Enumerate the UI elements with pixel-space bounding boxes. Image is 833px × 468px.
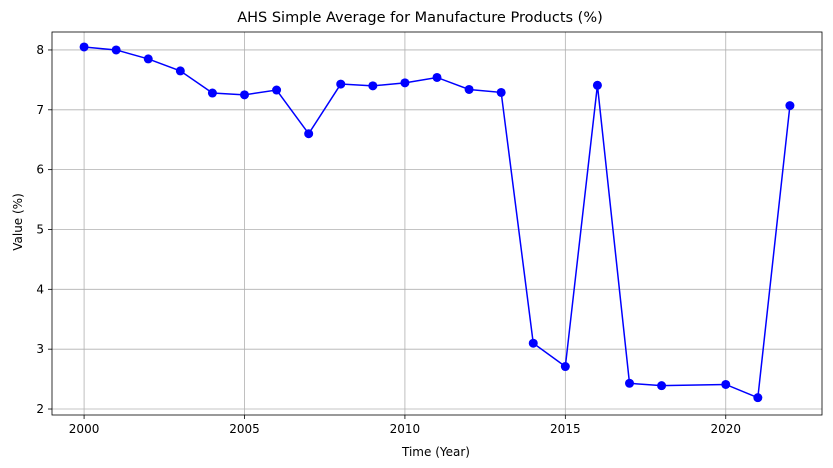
data-point (528, 338, 538, 348)
y-tick-label: 6 (36, 163, 44, 177)
y-axis: 2 3 4 5 6 7 8 (36, 43, 52, 416)
data-point (625, 378, 634, 388)
data-point (240, 90, 249, 100)
data-point (432, 72, 442, 82)
x-tick-label: 2015 (550, 422, 581, 436)
grid (52, 32, 822, 415)
data-point (657, 381, 667, 391)
data-point (175, 66, 185, 76)
y-axis-label: Value (%) (11, 193, 25, 251)
data-point (560, 362, 570, 372)
x-tick-label: 2005 (229, 422, 260, 436)
data-point (400, 78, 410, 88)
data-point (79, 42, 89, 52)
series-line (84, 46, 791, 399)
plot-frame (51, 31, 823, 416)
x-tick-label: 2000 (69, 422, 100, 436)
data-point (368, 81, 378, 91)
y-tick-label: 5 (36, 222, 44, 236)
data-point (143, 54, 153, 64)
series-layer (79, 42, 795, 403)
y-tick-label: 7 (36, 103, 44, 117)
y-tick-label: 3 (36, 342, 44, 356)
data-point (464, 84, 474, 94)
data-point (785, 101, 795, 111)
x-axis: 2000 2005 2010 2015 2020 (69, 415, 741, 436)
chart-title: AHS Simple Average for Manufacture Produ… (237, 10, 603, 26)
data-point (336, 79, 346, 89)
y-tick-label: 8 (36, 43, 44, 57)
x-tick-label: 2010 (390, 422, 421, 436)
y-tick-label: 2 (36, 402, 44, 416)
data-point (753, 393, 763, 403)
y-tick-label: 4 (36, 282, 44, 296)
data-point (272, 85, 282, 95)
data-point (207, 88, 217, 98)
data-point (496, 87, 506, 97)
data-point (592, 80, 602, 90)
data-point (111, 45, 121, 55)
x-tick-label: 2020 (710, 422, 741, 436)
x-axis-label: Time (Year) (401, 445, 470, 459)
data-point (721, 379, 731, 389)
data-point (304, 129, 314, 139)
